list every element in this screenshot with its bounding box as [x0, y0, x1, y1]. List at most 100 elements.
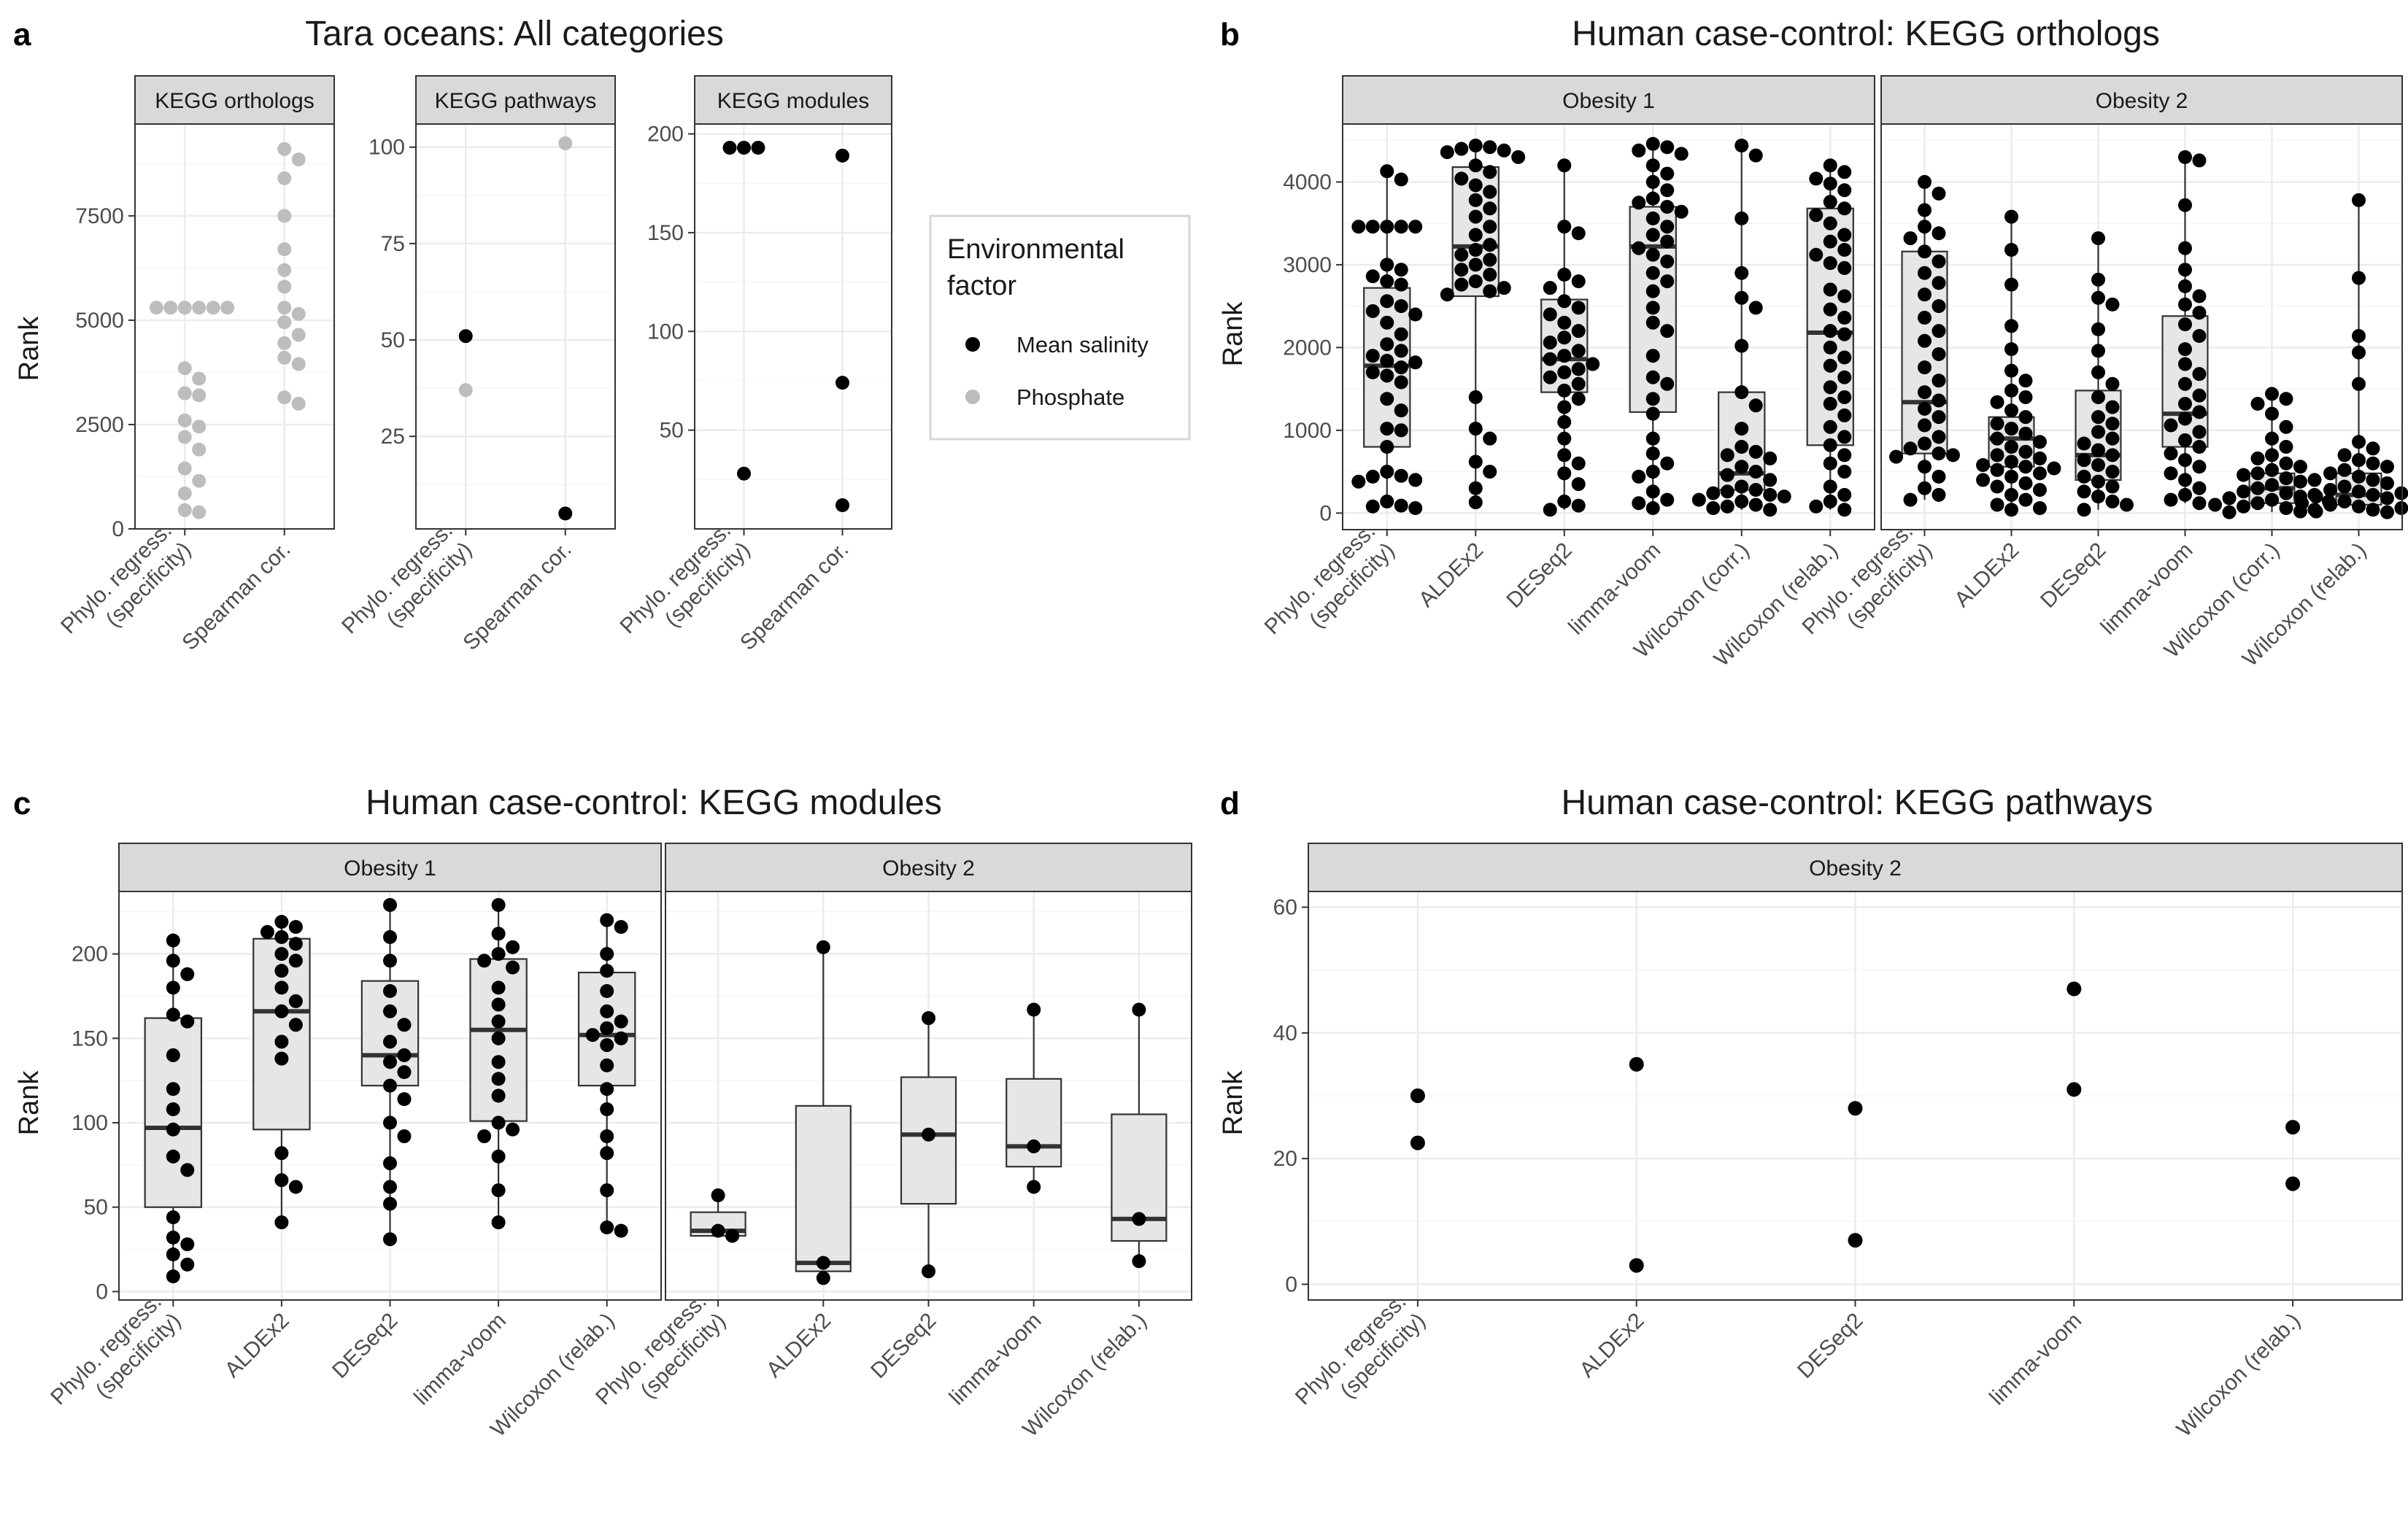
panel-b-facet-1-box-3-point-16: [1586, 357, 1600, 371]
panel-b-facet-1-box-1-point-36: [1351, 474, 1366, 489]
panel-b-facet-2-box-3-point-24: [2091, 490, 2105, 504]
panel-b-facet-2-box-2-point-5: [2004, 363, 2018, 378]
panel-c-facet-1-box-4-point-2: [506, 940, 520, 954]
panel-c-facet-1-box-4-point-14: [506, 1122, 520, 1137]
panel-b-facet-2-box-4-point-10: [2192, 328, 2207, 343]
panel-b-facet-1-box-1-point-27: [1380, 392, 1394, 406]
panel-b-facet-2-box-2-point-22: [1976, 457, 1991, 472]
panel-b-facet-2-box-1-point-19: [1932, 393, 1946, 408]
panel-b-facet-1-box-4-point-37: [1632, 496, 1646, 511]
panel-label-c: c: [13, 786, 31, 821]
panel-b-facet-1-box-3-point-17: [1571, 362, 1586, 376]
panel-a-facet-1-point-phosphate-0-11: [192, 419, 207, 434]
panel-b-facet-2-box-5-point-0: [2265, 387, 2279, 401]
panel-b-facet-2-box-4-point-4: [2178, 263, 2192, 277]
panel-c-facet-1-box-1-point-4: [166, 1007, 180, 1022]
panel-b-facet-1-box-1-point-14: [1365, 303, 1380, 318]
panel-a-facet-2-point-mean-salinity-0-0: [458, 329, 473, 344]
panel-b-facet-1-box-3-point-11: [1557, 330, 1572, 345]
panel-b-facet-1-box-5-point-6: [1734, 338, 1749, 353]
panel-b-facet-1-frame: [1342, 123, 1875, 530]
panel-c-facet-2-box-5-point-1: [1132, 1212, 1146, 1226]
panel-b-facet-1-box-6-point-2: [1809, 171, 1824, 186]
panel-b-facet-1-box-1-point-26: [1394, 375, 1408, 390]
panel-b-facet-2-box-4-point-26: [2164, 466, 2178, 481]
panel-b-facet-1-box-3-point-27: [1571, 456, 1586, 471]
panel-a-facet-1-point-phosphate-1-14: [277, 390, 292, 405]
panel-c-facet-2-box-1-point-0: [711, 1188, 725, 1203]
panel-c-facet-1-box-2-point-15: [274, 1173, 289, 1188]
panel-c-facet-1-box-2-point-7: [274, 964, 289, 978]
panel-b-facet-2-box-5-point-4: [2279, 419, 2293, 434]
panel-c-facet-1-box-4-point-8: [491, 1014, 506, 1029]
panel-b-facet-2-box-1-point-18: [1918, 385, 1932, 400]
panel-c-facet-2-xlabel-4: limma-voom: [945, 1309, 1046, 1410]
panel-b-facet-1-box-3-point-9: [1557, 315, 1572, 330]
panel-b-facet-1-ytick-label-3: 3000: [1283, 253, 1332, 277]
panel-b-facet-2-box-2-point-0: [2004, 209, 2018, 224]
panel-b-facet-1-box-3-point-28: [1557, 466, 1572, 481]
panel-b-facet-1-box-6-point-4: [1837, 183, 1852, 198]
panel-a-facet-1-point-phosphate-1-0: [277, 142, 292, 156]
panel-b-facet-2-box-4-point-23: [2164, 446, 2178, 461]
panel-b-facet-1-box-1-point-6: [1351, 220, 1366, 234]
panel-a-facet-1-ytick-label-1: 2500: [75, 413, 124, 437]
panel-b-facet-2-box-5-point-16: [2293, 474, 2307, 489]
panel-b-facet-1-box-2-point-27: [1440, 287, 1454, 302]
panel-c-facet-2-box-5-point-0: [1132, 1002, 1146, 1017]
panel-b-facet-1-strip: [1342, 75, 1875, 125]
panel-b-facet-2-box-3-point-5: [2091, 344, 2105, 358]
panel-b-facet-2-box-3-point-23: [2077, 484, 2091, 499]
panel-b-facet-2-box-1-point-17: [1932, 374, 1946, 388]
panel-b-facet-1-box-3-point-8: [1543, 307, 1557, 322]
panel-a-facet-1-point-phosphate-1-8: [291, 306, 306, 321]
panel-d-facet-1-xlabel-5: Wilcoxon (relab.): [2172, 1309, 2305, 1442]
panel-a-facet-1-panel-bg: [135, 124, 334, 529]
panel-b-facet-1-box-4-point-24: [1660, 324, 1675, 338]
panel-d-facet-1-point-7: [2067, 1082, 2082, 1097]
panel-b-facet-1-box-3-point-6: [1557, 294, 1572, 309]
panel-b-facet-1-box-6-point-29: [1823, 419, 1837, 434]
panel-d-facet-1-ytick-label-1: 20: [1273, 1147, 1297, 1171]
panel-b-facet-1-box-1-point-32: [1380, 465, 1394, 479]
panel-b-facet-2-box-5-point-8: [2250, 451, 2265, 465]
panel-b-facet-1-box-4-point-8: [1645, 191, 1660, 206]
panel-b-facet-2-box-2-point-19: [1990, 448, 2004, 463]
panel-d-facet-1-xlabel-3-line-1: DESeq2: [1793, 1309, 1867, 1383]
panel-c-facet-1-box-3-point-3: [383, 984, 397, 999]
panel-c-facet-1-box-5-point-3: [600, 964, 614, 978]
panel-b-facet-1-box-3-point-31: [1571, 498, 1586, 513]
panel-d-facet-1-point-3: [1629, 1258, 1644, 1273]
panel-b-facet-1-box-6-point-5: [1823, 195, 1837, 209]
panel-b-facet-1-box-2-point-32: [1483, 465, 1497, 479]
panel-b-facet-1-box-5-point-13: [1763, 451, 1778, 465]
panel-b-facet-2-box-2-point-29: [2018, 476, 2033, 490]
panel-a-facet-1-frame: [134, 123, 335, 530]
panel-label-b: b: [1220, 17, 1240, 53]
panel-b-facet-1-box-5-point-11: [1748, 444, 1763, 459]
panel-c-facet-2-box-4-iqr: [1006, 1078, 1062, 1168]
panel-b-facet-1-box-4-point-20: [1660, 274, 1675, 289]
panel-b-facet-1-box-1-point-12: [1380, 294, 1394, 309]
panel-a-facet-1-ytick-label-2: 5000: [75, 309, 124, 333]
panel-a-facet-3-point-mean-salinity-0-3: [737, 466, 751, 481]
panel-b-facet-2-box-2-point-28: [1976, 473, 1991, 487]
panel-c-facet-1-box-2-point-11: [288, 1018, 303, 1032]
panel-b-facet-1-box-4-point-17: [1645, 247, 1660, 262]
panel-b-facet-2-xlabel-3-line-1: DESeq2: [2036, 538, 2110, 613]
panel-b-facet-1-box-5-point-15: [1748, 465, 1763, 479]
panel-c-facet-2-box-2-iqr: [795, 1104, 852, 1272]
panel-c-facet-1-box-3-point-15: [383, 1180, 397, 1194]
panel-b-facet-2-box-1-point-24: [1918, 436, 1932, 451]
panel-b-title: Human case-control: KEGG orthologs: [1572, 15, 2160, 53]
panel-b-facet-1-box-1-point-5: [1408, 220, 1423, 234]
panel-c-facet-1-box-3-point-12: [383, 1115, 397, 1130]
panel-b-facet-2-box-1-point-3: [1918, 220, 1932, 234]
panel-a-facet-1-point-phosphate-1-6: [277, 279, 292, 294]
panel-a-facet-3-ytick-label-3: 200: [647, 123, 684, 147]
panel-c-facet-2-box-2-point-0: [816, 940, 830, 954]
panel-b-facet-1-box-4-point-9: [1632, 196, 1646, 210]
panel-b-facet-2-box-4-point-15: [2192, 388, 2207, 403]
panel-b-facet-2-box-1-point-1: [1932, 186, 1946, 201]
panel-b-facet-1-box-6-point-0: [1823, 158, 1837, 173]
